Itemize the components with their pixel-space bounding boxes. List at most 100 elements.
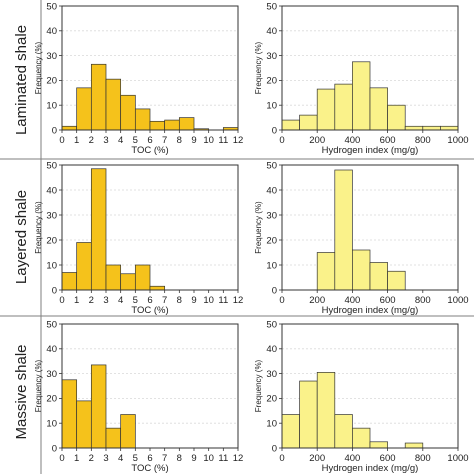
x-tick-label: 400	[344, 135, 360, 146]
histogram-bar	[149, 120, 166, 131]
y-tick-label: 20	[46, 76, 57, 87]
x-tick-label: 400	[344, 453, 360, 464]
y-tick-label: 20	[266, 76, 277, 87]
x-tick-label: 8	[177, 453, 182, 464]
histogram-bar	[105, 78, 122, 131]
x-tick-label: 1000	[447, 453, 468, 464]
y-tick-label: 20	[266, 394, 277, 405]
x-tick-label: 200	[309, 453, 325, 464]
x-axis-label: TOC (%)	[131, 145, 168, 156]
x-tick-label: 0	[279, 295, 284, 306]
histogram-bar	[369, 262, 388, 291]
x-tick-label: 11	[218, 135, 228, 146]
histogram-bar	[61, 272, 78, 291]
x-tick-label: 0	[59, 135, 64, 146]
x-tick-label: 200	[309, 295, 325, 306]
y-axis-label: Frequency (%)	[254, 41, 263, 94]
histogram-bar	[316, 372, 336, 449]
y-tick-label: 50	[266, 160, 277, 171]
x-tick-label: 11	[218, 295, 228, 306]
x-tick-label: 5	[133, 135, 138, 146]
histogram-bar	[134, 108, 151, 131]
plot-frame	[281, 5, 459, 131]
histogram-bar	[76, 400, 92, 449]
y-tick-label: 20	[46, 235, 57, 246]
y-tick-label: 50	[266, 319, 277, 330]
panel-laminated-hi: 0 10 20 30 40 50 0 200 400 600 800 1000 Hydrogen ind…	[254, 1, 469, 156]
x-tick-label: 0	[59, 295, 64, 306]
histogram-bar	[334, 414, 353, 449]
x-tick-label: 800	[415, 295, 431, 306]
x-tick-label: 8	[177, 135, 182, 146]
x-tick-label: 6	[147, 295, 152, 306]
x-tick-label: 5	[133, 295, 138, 306]
x-tick-label: 7	[162, 453, 167, 464]
histogram-bar	[299, 380, 318, 449]
x-tick-label: 800	[415, 453, 431, 464]
x-tick-label: 7	[162, 135, 167, 146]
y-tick-label: 10	[266, 101, 277, 112]
histogram-bar	[299, 114, 318, 131]
x-tick-label: 12	[233, 453, 244, 464]
x-tick-label: 11	[218, 453, 228, 464]
histogram-bar	[316, 88, 336, 131]
y-tick-label: 50	[46, 160, 57, 171]
x-tick-label: 1	[74, 453, 79, 464]
histogram-bar	[440, 125, 459, 131]
y-tick-label: 10	[46, 419, 57, 430]
y-tick-label: 10	[266, 419, 277, 430]
panel-layered-hi: 0 10 20 30 40 50 0 200 400 600 800 1000 Hydrogen ind…	[254, 160, 469, 316]
histogram-bar	[76, 242, 92, 291]
histogram-bar	[120, 273, 136, 291]
y-tick-label: 0	[272, 285, 277, 296]
x-tick-label: 4	[118, 295, 123, 306]
y-axis-label: Frequency (%)	[254, 359, 263, 412]
histogram-bar	[149, 285, 166, 291]
x-tick-label: 600	[380, 135, 396, 146]
x-tick-label: 3	[103, 295, 108, 306]
row-label-massive: Massive shale	[13, 344, 30, 439]
histogram-bar	[352, 249, 371, 291]
y-tick-label: 10	[46, 260, 57, 271]
histogram-bar	[352, 61, 371, 131]
x-tick-label: 10	[203, 453, 214, 464]
row-label-layered: Layered shale	[13, 190, 30, 284]
x-tick-label: 0	[59, 453, 64, 464]
y-tick-label: 30	[266, 210, 277, 221]
x-tick-label: 2	[89, 135, 94, 146]
y-tick-label: 40	[46, 344, 57, 355]
y-axis-label: Frequency (%)	[254, 201, 263, 254]
histogram-bar	[334, 169, 353, 291]
row-label-laminated: Laminated shale	[13, 25, 30, 135]
x-tick-label: 0	[279, 135, 284, 146]
histogram-bar	[422, 125, 441, 131]
x-tick-label: 4	[118, 453, 123, 464]
y-tick-label: 40	[46, 185, 57, 196]
histogram-bar	[178, 117, 195, 131]
histogram-bar	[281, 119, 300, 131]
x-axis-label: TOC (%)	[131, 305, 168, 316]
histogram-bar	[120, 414, 136, 449]
y-tick-label: 20	[46, 394, 57, 405]
histogram-bar	[61, 379, 78, 449]
histogram-bar	[387, 104, 406, 131]
y-tick-label: 40	[266, 344, 277, 355]
histogram-bar	[90, 63, 107, 131]
x-tick-label: 800	[415, 135, 431, 146]
y-tick-label: 40	[266, 185, 277, 196]
x-tick-label: 0	[279, 453, 284, 464]
y-axis-label: Frequency (%)	[34, 201, 43, 254]
plot-frame	[281, 164, 459, 291]
y-tick-label: 10	[266, 260, 277, 271]
x-axis-label: Hydrogen index (mg/g)	[322, 463, 419, 474]
y-tick-label: 30	[46, 51, 57, 62]
y-tick-label: 50	[266, 1, 277, 12]
x-tick-label: 600	[380, 453, 396, 464]
x-axis-label: Hydrogen index (mg/g)	[322, 145, 419, 156]
x-tick-label: 9	[191, 135, 196, 146]
y-tick-label: 0	[272, 443, 277, 454]
histogram-bar	[76, 87, 92, 131]
